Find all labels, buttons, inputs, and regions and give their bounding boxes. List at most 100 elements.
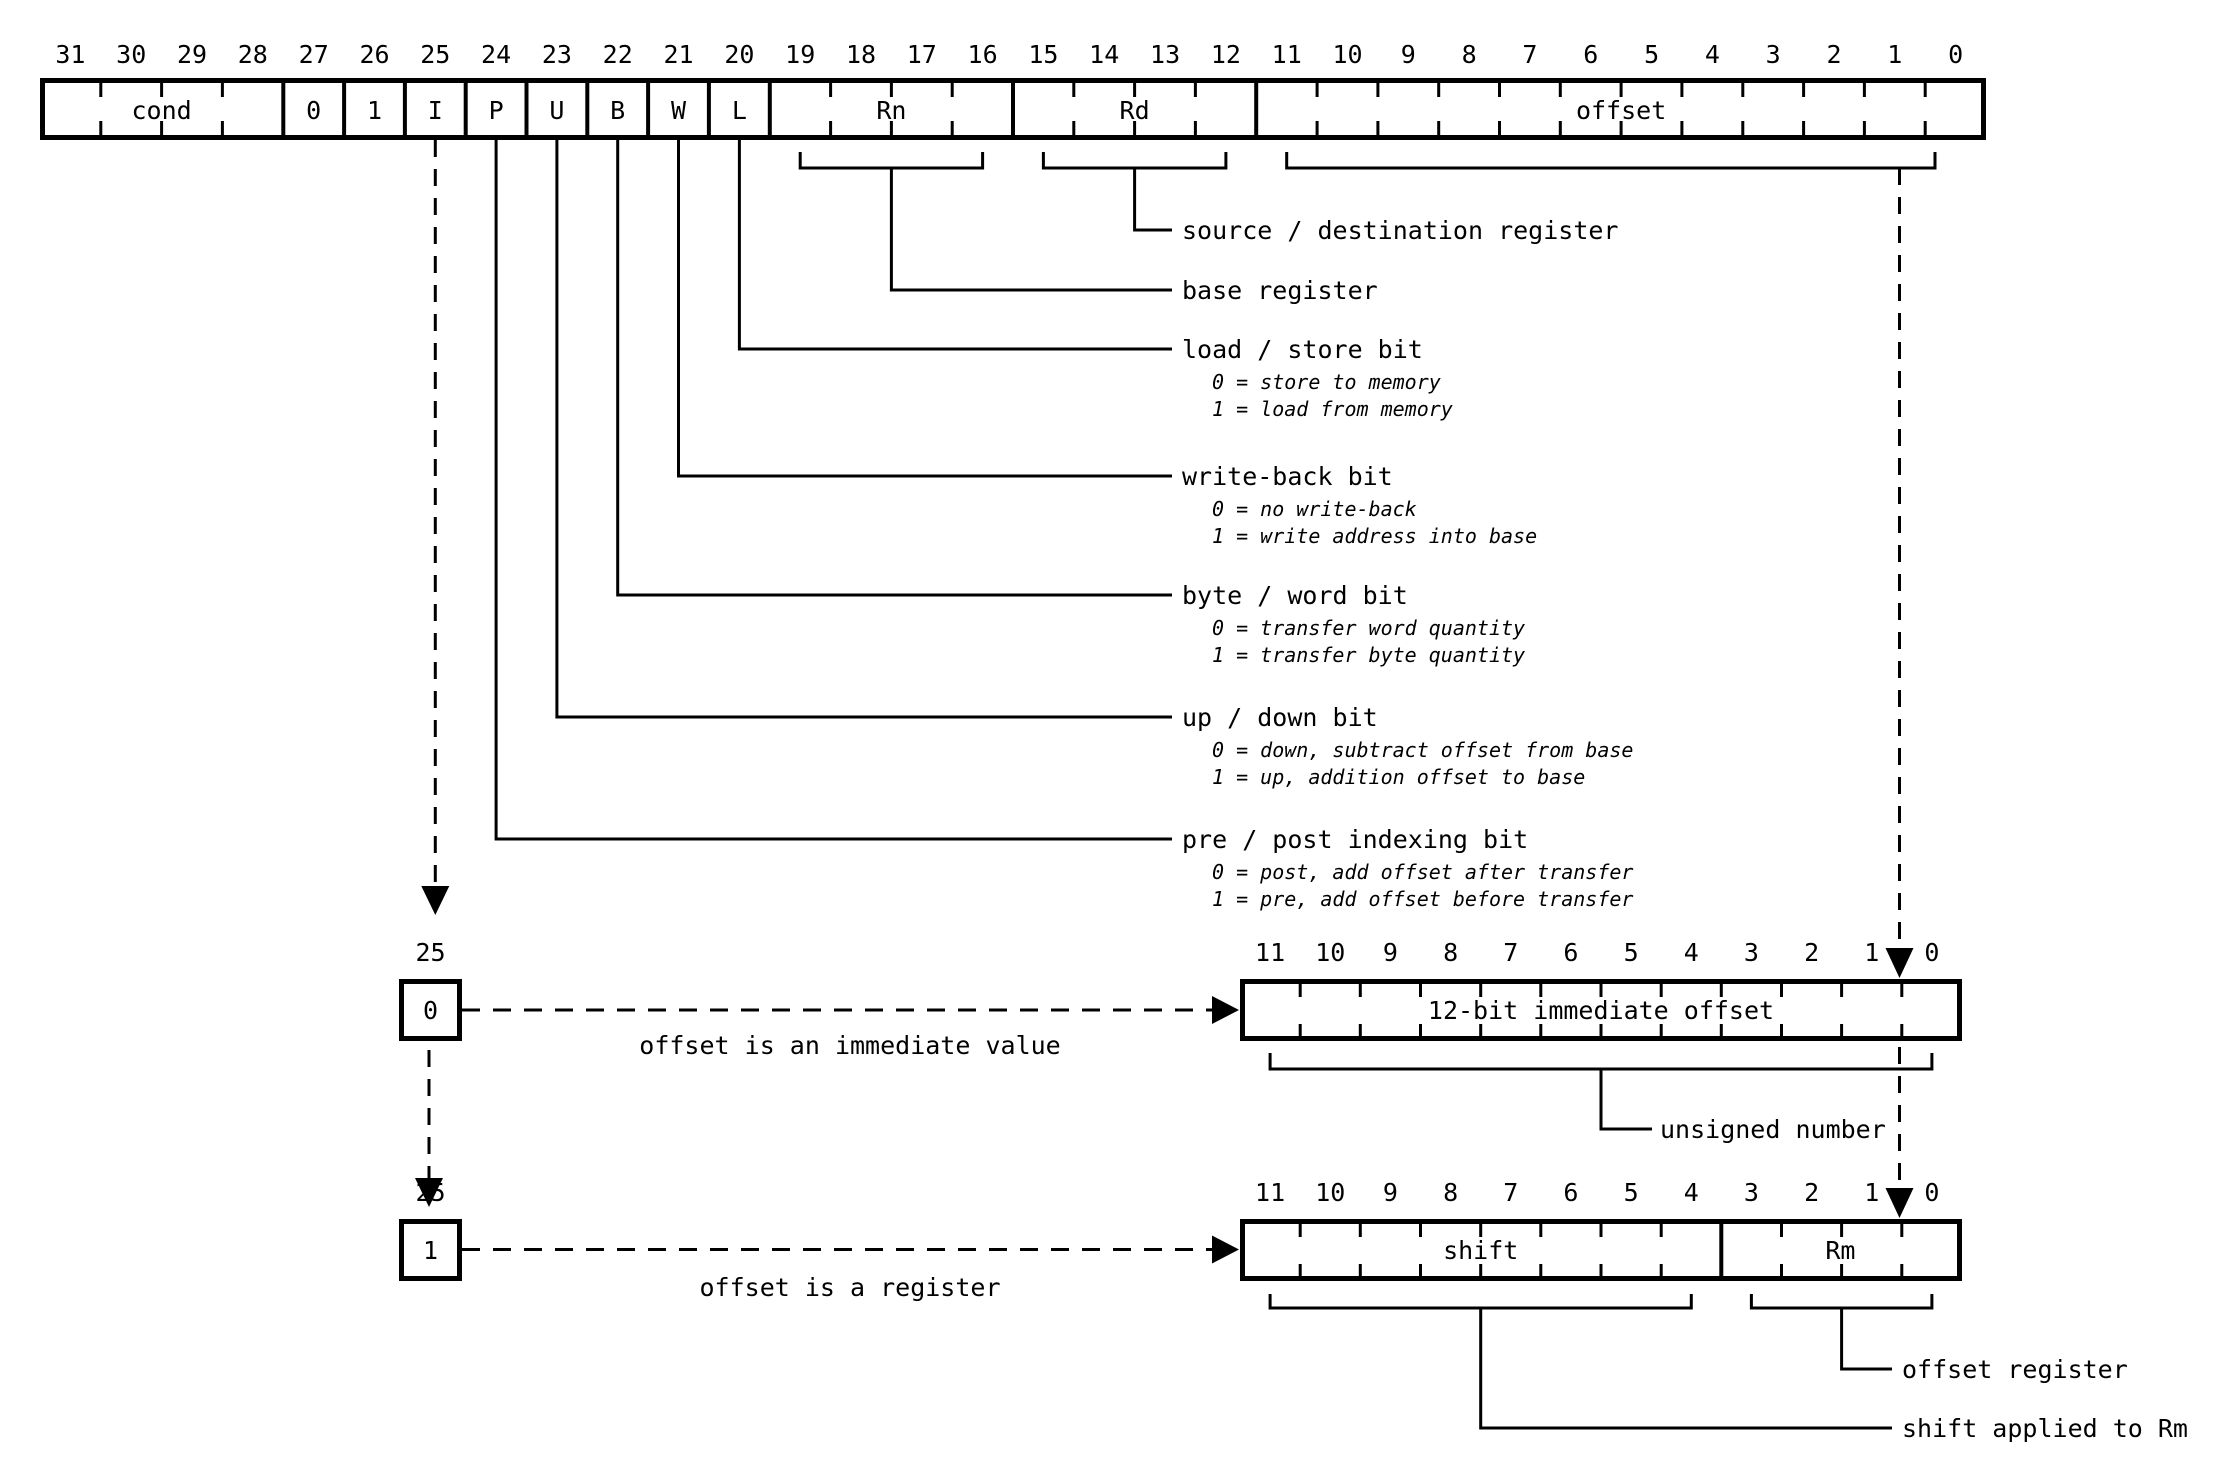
field-u: U — [549, 96, 564, 125]
field-rn: Rn — [876, 96, 906, 125]
field-offset: offset — [1576, 96, 1666, 125]
bit-number: 5 — [1624, 1178, 1639, 1207]
register-arrow-label: offset is a register — [699, 1273, 1000, 1302]
label-shift-applied-to-rm: shift applied to Rm — [1902, 1414, 2188, 1443]
bit-number: 4 — [1684, 1178, 1699, 1207]
field-labels: cond 0 1 I P U B W L Rn Rd offset — [131, 96, 1666, 125]
field-p: P — [489, 96, 504, 125]
bit-number: 12 — [1211, 40, 1241, 69]
label-unsigned-number: unsigned number — [1660, 1115, 1886, 1144]
register-arrowhead-icon — [1212, 1235, 1239, 1264]
bit-number: 11 — [1255, 938, 1285, 967]
bit-number: 10 — [1315, 938, 1345, 967]
rm-bracket — [1749, 1294, 1934, 1310]
bit-number: 3 — [1766, 40, 1781, 69]
bit-number: 4 — [1705, 40, 1720, 69]
i-bit-value: 0 — [423, 996, 438, 1025]
bit-number: 1 — [1864, 938, 1879, 967]
register-ticks-top — [1298, 1224, 1904, 1237]
bit-number: 13 — [1150, 40, 1180, 69]
label-base-register: base register — [1182, 276, 1378, 305]
bit-number: 7 — [1522, 40, 1537, 69]
annotation-lines — [421, 140, 1914, 1218]
label-up-down-option-0: 0 = down, subtract offset from base — [1212, 738, 1633, 762]
bit-number: 3 — [1744, 938, 1759, 967]
label-load-store-option-0: 0 = store to memory — [1212, 370, 1441, 394]
rd-bracket — [1041, 152, 1228, 170]
label-load-store-bit: load / store bit — [1182, 335, 1423, 364]
bit-number: 26 — [359, 40, 389, 69]
bit-number: 14 — [1089, 40, 1119, 69]
label-byte-word-bit: byte / word bit — [1182, 581, 1408, 610]
bit-number: 4 — [1684, 938, 1699, 967]
main-register-box: cond 0 1 I P U B W L Rn Rd offset — [40, 78, 1986, 140]
bit-number: 5 — [1644, 40, 1659, 69]
immediate-arrow-label: offset is an immediate value — [639, 1031, 1060, 1060]
field-const0: 0 — [306, 96, 321, 125]
label-offset-register: offset register — [1902, 1355, 2128, 1384]
label-pre-post-option-1: 1 = pre, add offset before transfer — [1212, 887, 1633, 911]
label-byte-word-option-1: 1 = transfer byte quantity — [1212, 643, 1525, 667]
label-up-down-option-1: 1 = up, addition offset to base — [1212, 765, 1585, 789]
immediate-bracket — [1268, 1053, 1934, 1071]
bit-number: 21 — [663, 40, 693, 69]
register-offset-row: 25 1 offset is a register 11 10 9 8 7 6 … — [399, 1178, 2188, 1443]
rm-field-label: Rm — [1825, 1236, 1855, 1265]
bit-number: 2 — [1804, 1178, 1819, 1207]
label-source-destination-register: source / destination register — [1182, 216, 1619, 245]
bit-number: 2 — [1826, 40, 1841, 69]
field-i: I — [428, 96, 443, 125]
field-const1: 1 — [367, 96, 382, 125]
label-pre-post-option-0: 0 = post, add offset after transfer — [1212, 860, 1633, 884]
bit-number: 18 — [846, 40, 876, 69]
unsigned-number-line — [1599, 1069, 1652, 1131]
shift-rm-box — [1240, 1219, 1962, 1281]
label-write-back-option-1: 1 = write address into base — [1212, 524, 1537, 548]
bit-number: 7 — [1503, 1178, 1518, 1207]
rn-bracket — [798, 152, 985, 170]
shift-field-label: shift — [1443, 1236, 1518, 1265]
bit-number: 10 — [1315, 1178, 1345, 1207]
i-bit-index-label: 25 — [415, 1178, 445, 1207]
label-write-back-bit: write-back bit — [1182, 462, 1393, 491]
rn-line — [889, 168, 1172, 292]
bit-number: 2 — [1804, 938, 1819, 967]
bit-number: 23 — [542, 40, 572, 69]
bit-number: 0 — [1924, 1178, 1939, 1207]
bit-number: 9 — [1383, 1178, 1398, 1207]
bit-number: 11 — [1272, 40, 1302, 69]
bit-number: 30 — [116, 40, 146, 69]
i-arrowhead-icon — [421, 886, 450, 915]
label-pre-post-indexing-bit: pre / post indexing bit — [1182, 825, 1528, 854]
w-line — [677, 140, 1172, 478]
bit-number: 6 — [1563, 1178, 1578, 1207]
i-bit-value-box — [399, 1219, 462, 1281]
bit-number: 28 — [238, 40, 268, 69]
immediate-ticks-bottom — [1298, 1024, 1904, 1037]
bit-number: 0 — [1924, 938, 1939, 967]
offset-arrowhead-upper-icon — [1885, 948, 1914, 978]
bit-number: 6 — [1563, 938, 1578, 967]
bit-number: 25 — [420, 40, 450, 69]
shift-annotation-line — [1479, 1308, 1892, 1430]
bit-number: 5 — [1624, 938, 1639, 967]
bit-number: 8 — [1443, 938, 1458, 967]
bit-number: 19 — [785, 40, 815, 69]
field-rd: Rd — [1120, 96, 1150, 125]
register-ticks-bottom — [1298, 1264, 1904, 1277]
i-drop-arrowhead-icon — [415, 1178, 443, 1207]
field-b: B — [610, 96, 625, 125]
immediate-ticks-top — [1298, 984, 1904, 997]
bit-ticks-top — [99, 83, 1927, 97]
bit-number: 8 — [1443, 1178, 1458, 1207]
register-bit-numbers: 11 10 9 8 7 6 5 4 3 2 1 0 — [1255, 1178, 1939, 1207]
shift-bracket — [1268, 1294, 1693, 1310]
label-up-down-bit: up / down bit — [1182, 703, 1378, 732]
l-line — [737, 140, 1172, 351]
label-load-store-option-1: 1 = load from memory — [1212, 397, 1453, 421]
bit-number: 9 — [1401, 40, 1416, 69]
offset-bracket — [1285, 152, 1937, 170]
immediate-offset-box — [1240, 979, 1962, 1041]
bit-number: 10 — [1332, 40, 1362, 69]
